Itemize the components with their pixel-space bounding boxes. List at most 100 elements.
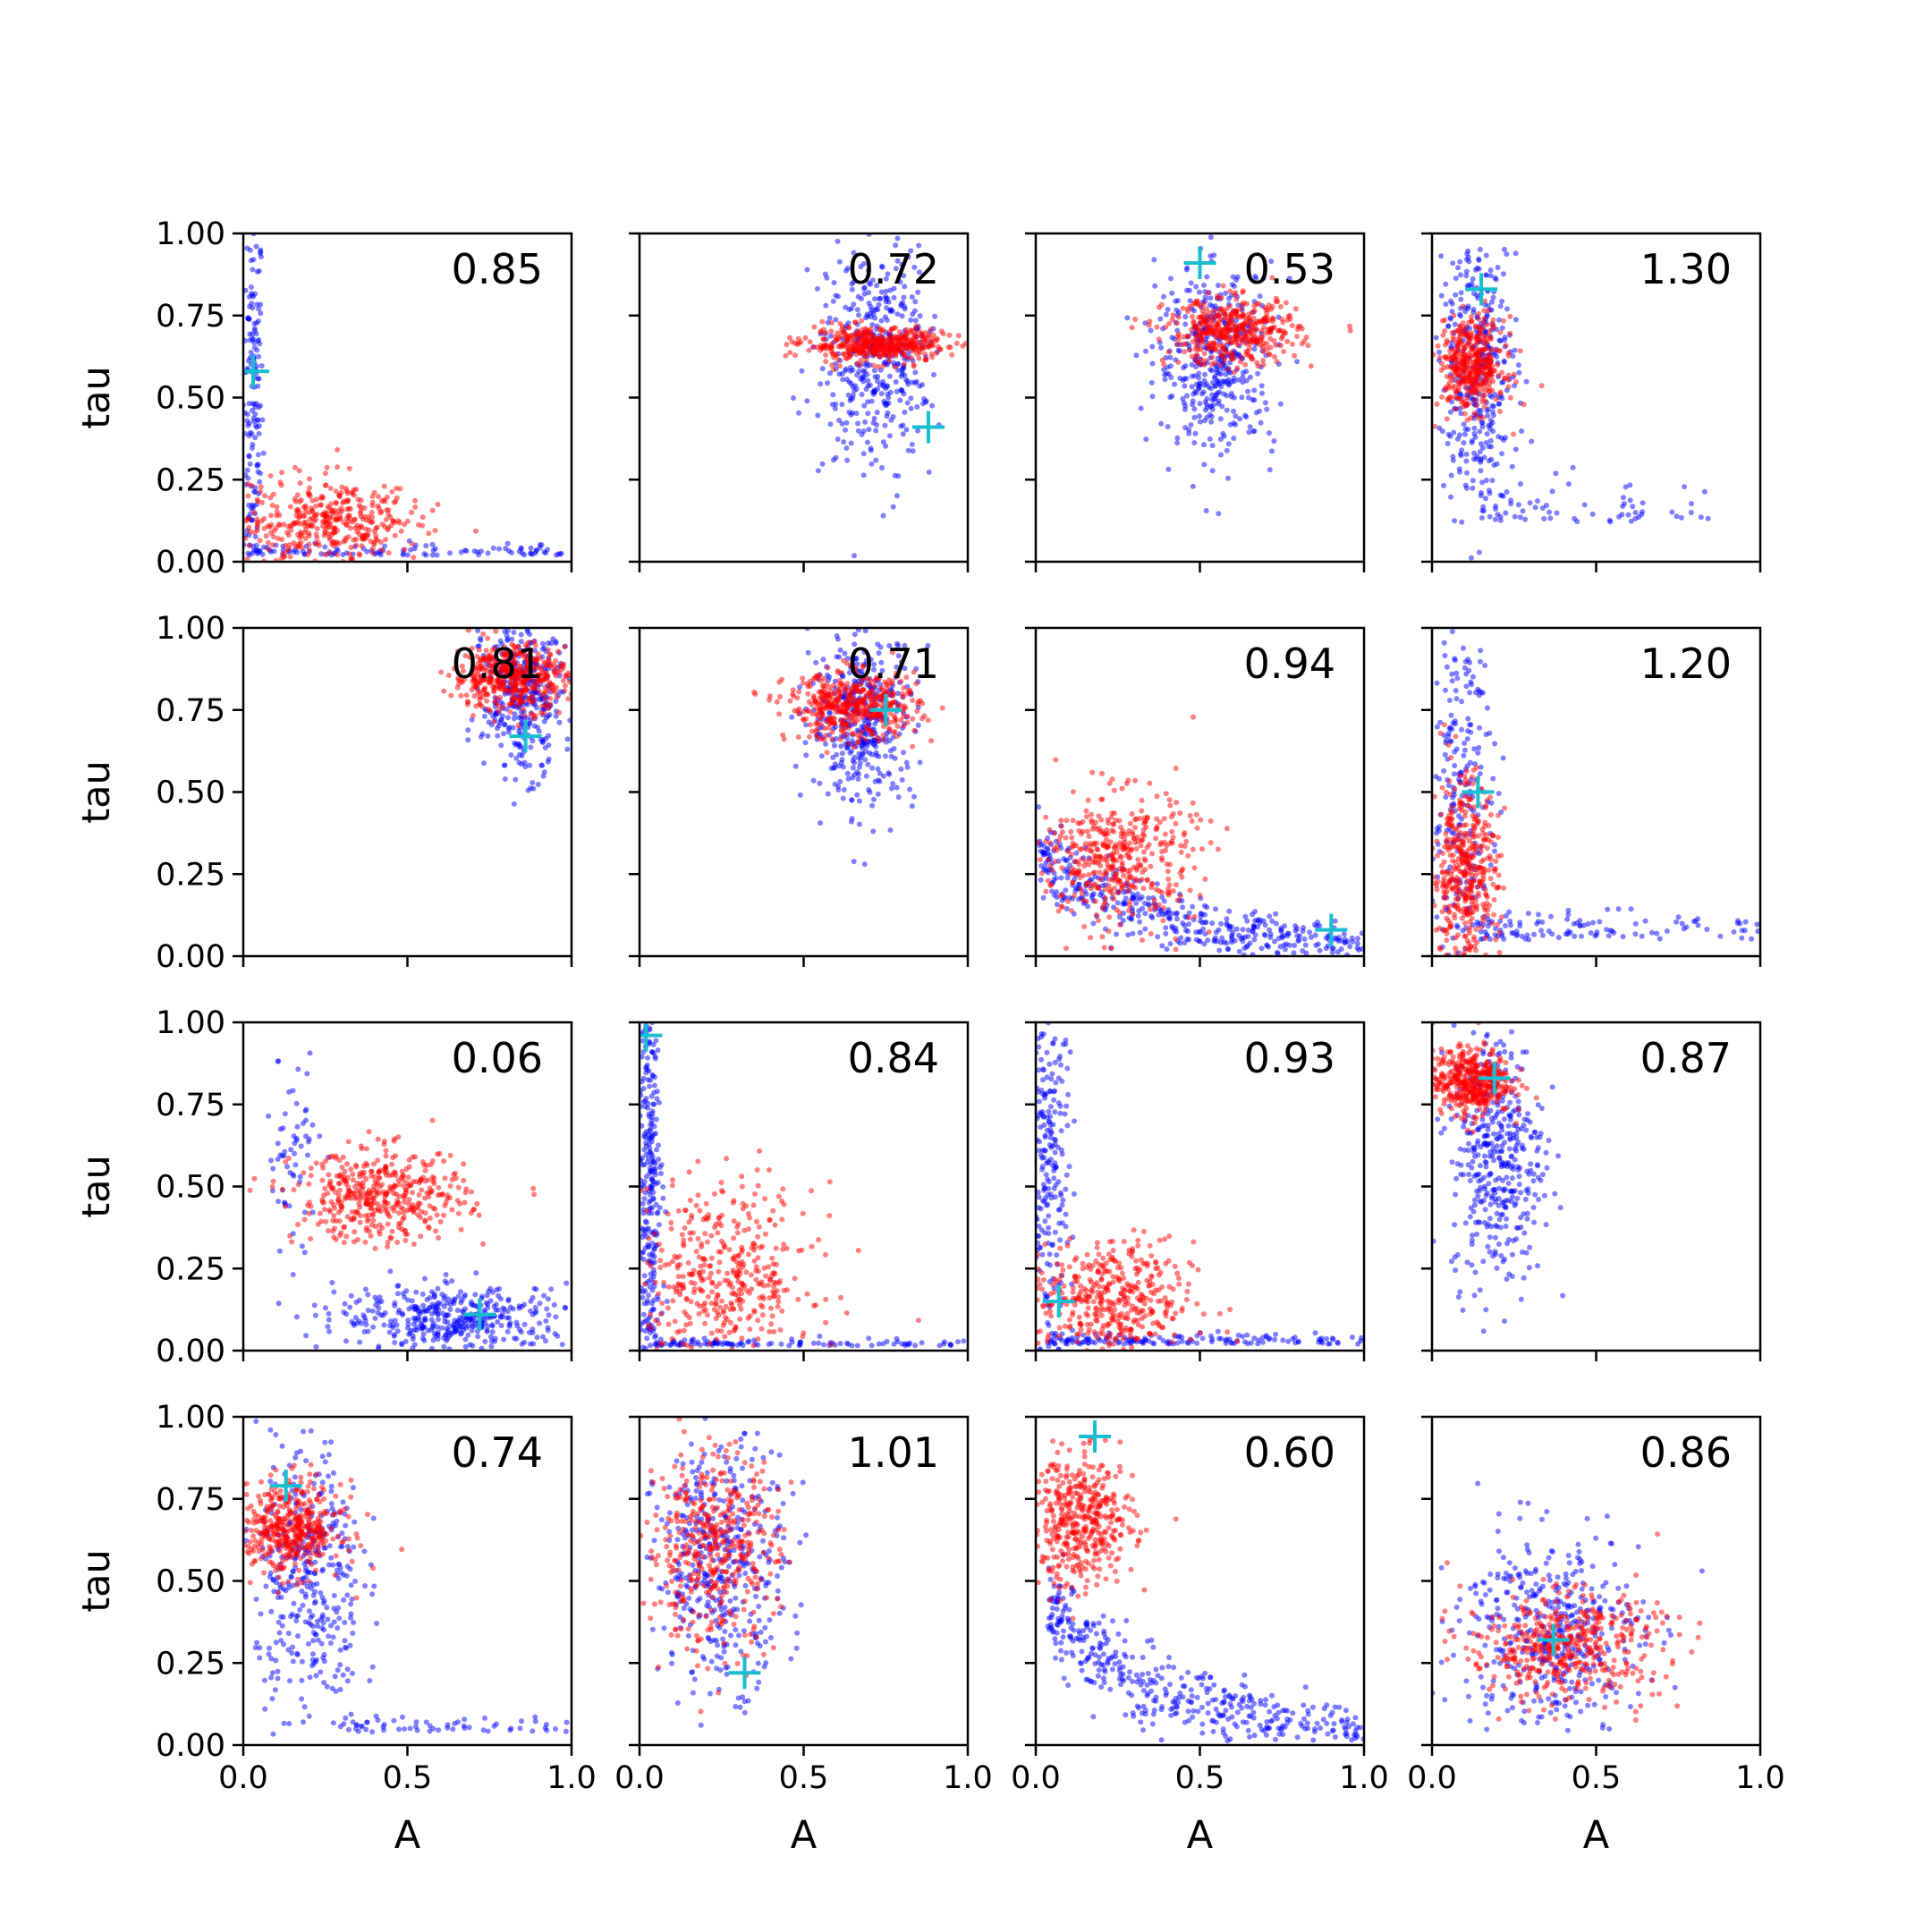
red-point [1267, 344, 1274, 351]
red-point [1469, 388, 1474, 394]
blue-point [856, 798, 862, 804]
blue-point [548, 640, 555, 647]
blue-point [247, 461, 253, 467]
blue-point [256, 423, 262, 429]
red-point [484, 698, 490, 704]
red-point [1233, 327, 1240, 334]
blue-point [901, 294, 907, 301]
blue-point [803, 752, 809, 758]
red-point [521, 706, 526, 712]
red-point [921, 713, 928, 719]
blue-point [1217, 416, 1224, 422]
blue-point [322, 544, 328, 550]
blue-point [1463, 458, 1470, 464]
red-point [547, 663, 554, 669]
blue-point [1483, 440, 1489, 445]
red-point [500, 652, 506, 658]
blue-point [1209, 392, 1216, 398]
blue-point [1465, 254, 1471, 260]
red-point [884, 338, 890, 343]
blue-point [1204, 404, 1210, 411]
red-point [1481, 341, 1487, 347]
red-point [913, 323, 919, 329]
blue-point [911, 264, 918, 270]
blue-point [1200, 389, 1207, 395]
panel-2: 0.72 [629, 232, 970, 572]
blue-point [839, 402, 845, 408]
red-point [1453, 356, 1459, 362]
blue-point [825, 319, 831, 326]
red-point [1214, 322, 1220, 328]
red-point [876, 364, 882, 369]
red-point [1468, 334, 1474, 340]
blue-point [1483, 272, 1489, 278]
red-point [854, 702, 860, 708]
y-tick-label: 0.50 [156, 775, 225, 811]
red-point [1242, 334, 1249, 340]
blue-point [1479, 479, 1486, 486]
red-point [1233, 314, 1240, 320]
blue-point [885, 295, 891, 301]
blue-point [1476, 549, 1482, 555]
red-point [296, 541, 301, 547]
red-point [871, 682, 877, 689]
blue-point [245, 422, 251, 428]
red-point [386, 550, 392, 556]
blue-point [912, 318, 919, 324]
red-point [922, 357, 928, 363]
blue-point [810, 777, 817, 784]
red-point [1447, 348, 1453, 354]
red-point [249, 483, 255, 489]
red-point [1472, 342, 1479, 348]
red-point [313, 496, 319, 503]
blue-point [863, 315, 869, 321]
red-point [1453, 388, 1460, 394]
blue-point [1235, 377, 1241, 383]
blue-point [845, 775, 852, 782]
red-point [1242, 361, 1249, 368]
blue-point [852, 631, 858, 638]
blue-point [564, 736, 571, 742]
blue-point [1522, 516, 1529, 522]
red-point [1220, 283, 1226, 289]
blue-point [819, 461, 826, 467]
blue-point [843, 267, 849, 274]
red-point [776, 679, 783, 685]
red-point [303, 519, 309, 525]
blue-point [898, 766, 904, 772]
blue-point [1267, 913, 1273, 919]
blue-point [511, 716, 517, 722]
blue-point [843, 745, 850, 751]
blue-point [1483, 252, 1489, 258]
red-point [321, 532, 327, 538]
blue-point [865, 377, 871, 384]
blue-point [900, 300, 906, 306]
red-point [1189, 313, 1195, 319]
red-point [474, 681, 480, 687]
blue-point [912, 299, 919, 305]
red-point [339, 484, 345, 490]
red-point [825, 697, 831, 703]
blue-point [856, 312, 861, 318]
blue-point [253, 542, 259, 548]
blue-point [845, 392, 852, 398]
red-point [821, 736, 827, 742]
red-point [519, 672, 525, 678]
red-point [269, 503, 275, 508]
blue-point [246, 293, 252, 300]
blue-point [1184, 393, 1190, 399]
plus-marker [911, 411, 945, 444]
blue-point [1216, 283, 1221, 288]
red-point [828, 701, 835, 708]
red-point [913, 342, 919, 348]
blue-point [860, 260, 867, 267]
red-point [924, 335, 929, 341]
red-point [1260, 358, 1267, 363]
red-point [840, 717, 846, 723]
blue-point [1458, 290, 1464, 296]
blue-point [1208, 367, 1214, 373]
red-point [1462, 411, 1468, 417]
blue-point [1169, 393, 1175, 399]
blue-point [1217, 436, 1224, 442]
